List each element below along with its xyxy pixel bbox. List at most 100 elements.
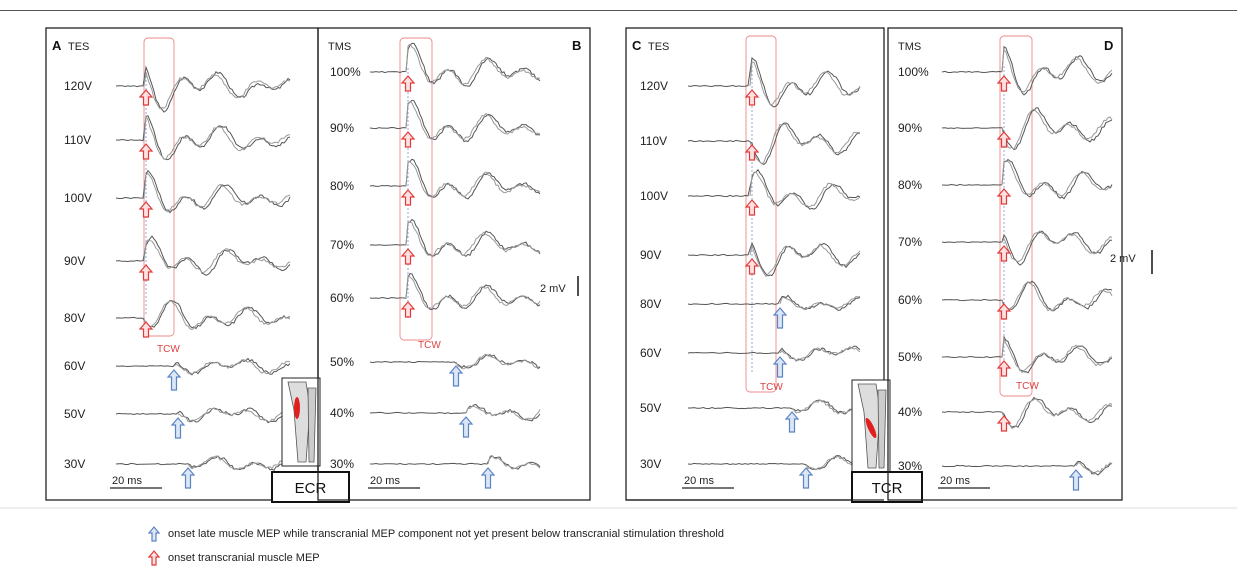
time-scalebar-label: 20 ms	[112, 475, 142, 487]
mep-trace	[115, 455, 291, 471]
stimulus-level-label: 30%	[330, 457, 354, 471]
stimulus-level-label: 60V	[64, 359, 85, 373]
stimulus-level-label: 50%	[330, 355, 354, 369]
amplitude-scalebar-label: 2 mV	[540, 283, 566, 295]
mep-trace-overlay	[455, 353, 541, 370]
red-arrow-icon	[744, 199, 760, 216]
mep-trace	[687, 454, 861, 470]
panel-b: B TMS TCW 100% 90% 80% 70% 60% 50% 40% 30% 20 ms 2 m…	[317, 27, 591, 501]
panel-modality: TES	[648, 41, 669, 53]
blue-arrow-icon	[170, 417, 186, 439]
stimulus-level-label: 80%	[898, 178, 922, 192]
stimulus-level-label: 90V	[64, 254, 85, 268]
muscle-label-box	[851, 471, 923, 503]
mep-trace-overlay	[1001, 230, 1113, 263]
stimulus-level-label: 70%	[330, 238, 354, 252]
red-arrow-icon	[744, 258, 760, 275]
mep-trace	[941, 45, 1113, 96]
stimulus-level-label: 110V	[64, 133, 91, 147]
tcw-label: TCW	[760, 382, 783, 393]
target-muscle	[865, 417, 877, 439]
mep-trace-overlay	[1001, 108, 1113, 150]
stimulus-level-label: 90V	[640, 248, 661, 262]
stimulus-level-label: 50%	[898, 350, 922, 364]
panel-letter: B	[572, 38, 581, 53]
red-arrow-icon	[148, 550, 160, 566]
mep-trace	[115, 65, 291, 113]
mep-trace	[941, 230, 1112, 266]
mep-trace	[941, 280, 1113, 312]
mep-trace	[369, 42, 541, 87]
stimulus-level-label: 100V	[640, 189, 668, 203]
panel-frame	[317, 27, 591, 501]
mep-trace-overlay	[143, 172, 291, 213]
tcw-window	[143, 37, 175, 337]
red-arrow-icon	[400, 75, 416, 92]
panel-modality: TES	[68, 41, 89, 53]
mep-trace-overlay	[791, 398, 861, 415]
limb-illustration	[851, 379, 891, 473]
stimulus-level-label: 80V	[640, 297, 661, 311]
mep-trace-overlay	[143, 114, 291, 160]
panel-letter: D	[1104, 38, 1113, 53]
mep-trace-overlay	[805, 455, 861, 471]
mep-trace-overlay	[465, 405, 541, 421]
mep-trace	[369, 403, 541, 422]
panel-letter: A	[52, 38, 62, 53]
stimulus-level-label: 30%	[898, 459, 922, 473]
mep-trace	[941, 335, 1113, 374]
blue-arrow-icon	[798, 467, 814, 489]
mep-trace-overlay	[1001, 337, 1113, 374]
mep-trace	[369, 158, 541, 200]
mep-trace-overlay	[405, 43, 541, 85]
muscle-label: ECR	[295, 480, 327, 497]
mep-trace	[941, 107, 1113, 151]
stimulus-level-label: 60V	[640, 346, 661, 360]
limb-illustration	[281, 377, 321, 467]
red-arrow-icon	[138, 89, 154, 106]
mep-trace-overlay	[749, 123, 861, 165]
mep-trace-overlay	[1001, 48, 1113, 93]
stimulus-level-label: 60%	[330, 291, 354, 305]
mep-trace-overlay	[749, 171, 861, 208]
stimulus-level-label: 100%	[330, 65, 361, 79]
stimulus-level-label: 30V	[64, 457, 85, 471]
mep-trace	[369, 99, 541, 143]
blue-arrow-icon	[784, 411, 800, 433]
panel-frame	[887, 27, 1123, 501]
stimulus-level-label: 70%	[898, 235, 922, 249]
top-rule	[0, 10, 1237, 11]
red-arrow-icon	[400, 131, 416, 148]
panel-modality: TMS	[898, 41, 921, 53]
stimulus-level-label: 120V	[64, 79, 92, 93]
mep-trace-overlay	[405, 160, 541, 198]
limb-outline-back	[307, 387, 317, 463]
mep-trace-overlay	[405, 274, 541, 310]
mep-trace-overlay	[1001, 281, 1113, 312]
red-arrow-icon	[400, 248, 416, 265]
mep-figure: A TES TCW 120V 110V 100V 90V 80V 60V 50V 30V 20 ms E…	[0, 27, 1237, 509]
blue-arrow-icon	[448, 365, 464, 387]
red-arrow-icon	[138, 143, 154, 160]
mep-trace	[941, 158, 1113, 200]
mep-trace-overlay	[405, 101, 541, 140]
blue-arrow-icon	[772, 307, 788, 329]
mep-trace	[941, 460, 1113, 476]
blue-arrow-icon	[180, 467, 196, 489]
tcw-label: TCW	[1016, 381, 1039, 392]
mep-trace	[115, 235, 291, 276]
time-scalebar-label: 20 ms	[940, 475, 970, 487]
stimulus-level-label: 120V	[640, 79, 668, 93]
panel-letter: C	[632, 38, 642, 53]
red-arrow-icon	[996, 245, 1012, 262]
red-arrow-icon	[400, 301, 416, 318]
blue-arrow-icon	[480, 467, 496, 489]
tcw-window	[745, 35, 777, 393]
blue-arrow-icon	[772, 356, 788, 378]
mep-trace-overlay	[487, 454, 541, 470]
panel-frame	[45, 27, 319, 501]
red-arrow-icon	[400, 189, 416, 206]
panel-a: A TES TCW 120V 110V 100V 90V 80V 60V 50V 30V 20 ms E…	[45, 27, 350, 503]
red-arrow-icon	[138, 321, 154, 338]
stimulus-level-label: 110V	[640, 134, 667, 148]
